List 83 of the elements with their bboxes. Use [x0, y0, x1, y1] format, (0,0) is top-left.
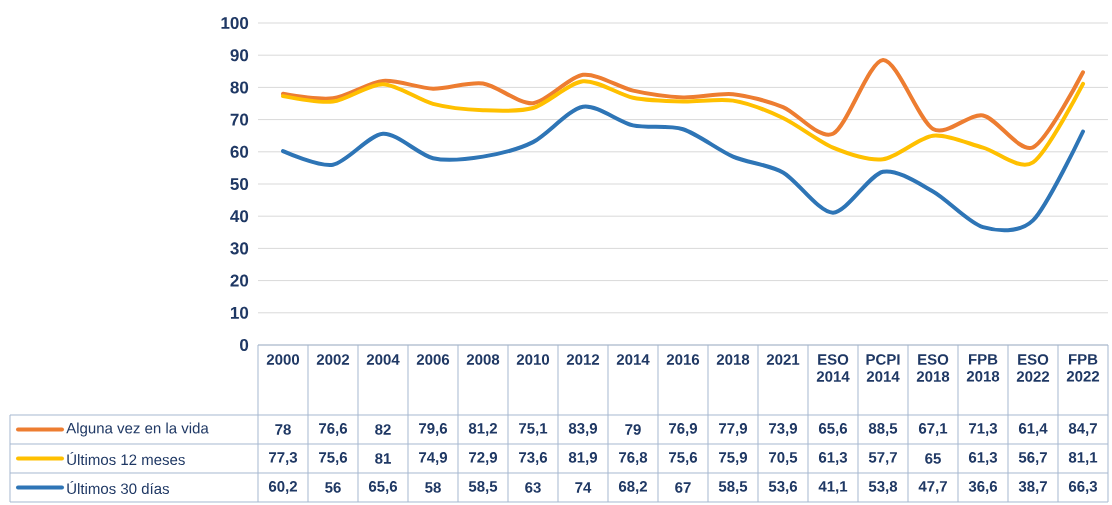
data-label: 61,3	[968, 452, 998, 465]
y-tick-label: 10	[230, 306, 249, 319]
x-tick-label: PCPI 2014	[866, 354, 900, 382]
y-tick-label: 20	[230, 274, 249, 287]
x-tick-label: 2004	[366, 354, 400, 365]
data-label: 88,5	[868, 423, 898, 436]
y-tick-label: 70	[230, 113, 249, 126]
data-label: 38,7	[1018, 481, 1047, 494]
x-tick-label: 2000	[266, 354, 300, 365]
x-tick-label: ESO 2014	[816, 354, 850, 382]
x-tick-label: ESO 2022	[1016, 354, 1050, 382]
data-label: 82	[375, 424, 391, 435]
y-tick-label: 80	[230, 81, 249, 94]
data-label: 78	[275, 424, 291, 435]
data-label: 47,7	[918, 481, 947, 494]
data-label: 74,9	[419, 452, 448, 465]
x-tick-label: FPB 2022	[1066, 354, 1100, 382]
data-label: 76,8	[619, 452, 648, 465]
data-label: 76,9	[669, 423, 698, 436]
line-series	[281, 58, 1085, 150]
y-tick-label: 100	[221, 16, 249, 30]
data-label: 68,2	[618, 481, 647, 494]
data-label: 60,2	[268, 481, 297, 494]
data-label: 70,5	[769, 452, 798, 465]
data-label: 65,6	[818, 423, 848, 436]
y-tick-label: 90	[230, 49, 249, 62]
data-label: 63	[525, 482, 541, 493]
x-tick-label: ESO 2018	[916, 354, 950, 382]
x-tick-label: 2002	[316, 354, 350, 365]
data-label: 58,5	[718, 481, 748, 494]
data-label: 66,3	[1068, 481, 1098, 494]
data-label: 67,1	[918, 423, 948, 436]
x-tick-label: 2018	[716, 354, 750, 365]
y-tick-label: 40	[230, 210, 249, 223]
data-label: 81	[375, 453, 391, 464]
data-label: 75,6	[319, 452, 348, 465]
data-label: 56,7	[1018, 452, 1047, 465]
data-label: 75,6	[669, 452, 698, 465]
data-label: 74	[575, 482, 592, 493]
x-tick-label: 2016	[666, 354, 700, 365]
x-tick-label: 2010	[516, 354, 550, 365]
data-label: 81,9	[568, 452, 598, 465]
x-tick-label: FPB 2018	[966, 354, 1000, 382]
data-label: 57,7	[868, 452, 897, 465]
x-tick-label: 2008	[466, 354, 500, 365]
data-label: 75,1	[519, 423, 548, 436]
data-label: 58,5	[468, 481, 498, 494]
data-label: 81,1	[1068, 452, 1098, 465]
data-label: 71,3	[969, 423, 998, 436]
data-label: 67	[675, 482, 691, 493]
data-label: 65	[925, 453, 941, 464]
data-label: 76,6	[319, 423, 348, 436]
x-tick-label: 2006	[416, 354, 450, 365]
y-tick-label: 30	[230, 242, 249, 255]
x-tick-label: 2014	[616, 354, 650, 365]
data-label: 72,9	[469, 452, 498, 465]
legend-label: Alguna vez en la vida	[66, 422, 209, 437]
data-label: 61,3	[818, 452, 848, 465]
data-label: 77,9	[719, 423, 748, 436]
data-label: 53,8	[868, 481, 898, 494]
data-label: 41,1	[818, 481, 848, 494]
data-label: 36,6	[968, 481, 998, 494]
y-tick-label: 50	[230, 177, 249, 191]
data-label: 79	[625, 424, 641, 435]
legend-label: Últimos 12 meses	[67, 451, 185, 466]
data-label: 81,2	[468, 423, 497, 436]
data-label: 58	[425, 482, 441, 493]
data-label: 84,7	[1068, 423, 1097, 436]
legend-label: Últimos 30 días	[67, 480, 170, 495]
data-label: 65,6	[368, 481, 398, 494]
data-label: 77,3	[269, 452, 298, 465]
data-label: 75,9	[719, 452, 748, 465]
data-label: 73,6	[519, 452, 548, 465]
y-tick-label: 0	[240, 338, 249, 352]
data-label: 56	[325, 482, 341, 493]
data-label: 83,9	[568, 423, 598, 436]
data-label: 61,4	[1018, 423, 1048, 436]
y-tick-label: 60	[230, 145, 249, 158]
x-tick-label: 2012	[566, 354, 600, 365]
data-label: 73,9	[769, 423, 798, 436]
data-label: 79,6	[419, 423, 448, 436]
x-tick-label: 2021	[766, 354, 800, 365]
data-label: 53,6	[768, 481, 798, 494]
